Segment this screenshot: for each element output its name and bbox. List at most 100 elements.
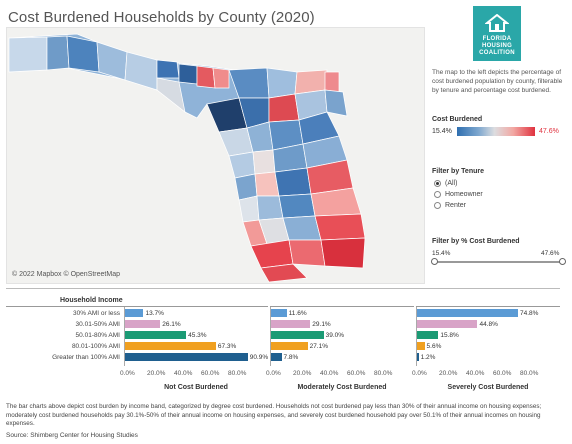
tenure-option-homeowner[interactable]: Homeowner (434, 191, 483, 198)
bar[interactable] (125, 342, 216, 350)
bar[interactable] (125, 353, 248, 361)
radio-checked-icon[interactable] (434, 180, 441, 187)
household-income-title: Household Income (60, 297, 123, 304)
tenure-option-renter[interactable]: Renter (434, 202, 466, 209)
bar[interactable] (417, 309, 518, 317)
panel-top-line (124, 306, 268, 307)
logo-text-2: HOUSING (481, 43, 513, 49)
bar[interactable] (271, 331, 324, 339)
tenure-option-label: Homeowner (445, 191, 483, 198)
panel-top-line (416, 306, 560, 307)
color-legend-bar (457, 127, 535, 136)
county-palm-beach[interactable] (314, 213, 366, 241)
bar-value-label: 45.3% (188, 332, 207, 339)
radio-unchecked-icon[interactable] (434, 191, 441, 198)
bar-value-label: 11.6% (288, 310, 307, 317)
axis-tick-label: 20.0% (147, 370, 166, 377)
axis-tick-label: 0.0% (412, 370, 427, 377)
slider-min-value: 15.4% (432, 250, 451, 257)
bar-value-label: 5.6% (426, 343, 442, 350)
county-sumter[interactable] (252, 149, 276, 175)
county-highlands[interactable] (278, 193, 316, 219)
tenure-option-label: (All) (445, 180, 458, 187)
county-manatee[interactable] (238, 195, 260, 223)
bar[interactable] (125, 320, 161, 328)
bar[interactable] (417, 342, 425, 350)
panel-title: Moderately Cost Burdened (297, 384, 387, 391)
axis-tick-label: 40.0% (174, 370, 193, 377)
bar-value-label: 26.1% (162, 321, 181, 328)
footer-description: The bar charts above depict cost burden … (6, 403, 542, 427)
axis-tick-label: 60.0% (493, 370, 512, 377)
florida-choropleth[interactable] (7, 28, 425, 284)
county-pasco[interactable] (234, 173, 258, 201)
bar-value-label: 67.3% (217, 343, 237, 350)
bar[interactable] (271, 353, 282, 361)
county-gadsden[interactable] (178, 63, 198, 85)
slider-filter-title: Filter by % Cost Burdened (432, 238, 520, 245)
bar-value-label: 39.0% (325, 332, 345, 339)
county-bay[interactable] (124, 51, 158, 91)
category-label: 30.01-50% AMI (75, 321, 120, 328)
axis-tick-label: 60.0% (347, 370, 366, 377)
bar-value-label: 44.8% (479, 321, 498, 328)
county-duval[interactable] (324, 71, 340, 93)
county-map[interactable]: © 2022 Mapbox © OpenStreetMap (6, 27, 425, 284)
legend-max: 47.6% (539, 128, 559, 135)
county-jackson[interactable] (156, 59, 180, 79)
county-calhoun[interactable] (156, 77, 186, 113)
county-broward[interactable] (288, 239, 326, 267)
bar[interactable] (417, 320, 478, 328)
bar-value-label: 1.2% (420, 354, 436, 361)
panel-axis (416, 306, 417, 366)
axis-tick-label: 40.0% (320, 370, 339, 377)
panel-top-line (270, 306, 414, 307)
category-label: 50.01-80% AMI (75, 332, 120, 339)
axis-tick-label: 0.0% (120, 370, 135, 377)
bar[interactable] (271, 309, 287, 317)
bar[interactable] (125, 309, 144, 317)
county-miami-dade[interactable] (320, 237, 366, 269)
section-divider (6, 288, 560, 289)
county-hardee[interactable] (256, 195, 284, 221)
tenure-filter-title: Filter by Tenure (432, 168, 484, 175)
county-alachua[interactable] (268, 93, 300, 123)
bar[interactable] (271, 342, 308, 350)
axis-tick-label: 60.0% (201, 370, 220, 377)
county-polk[interactable] (274, 167, 312, 197)
bar[interactable] (125, 331, 187, 339)
bar-value-label: 15.8% (440, 332, 459, 339)
radio-unchecked-icon[interactable] (434, 202, 441, 209)
legend-title: Cost Burdened (432, 116, 483, 123)
house-icon (485, 14, 509, 32)
county-escambia[interactable] (8, 36, 48, 73)
county-columbia[interactable] (266, 67, 298, 99)
category-label: 80.01-100% AMI (71, 343, 120, 350)
bar[interactable] (417, 353, 419, 361)
county-palm-beach-west[interactable] (282, 215, 322, 241)
bar-value-label: 90.9% (249, 354, 269, 361)
county-okaloosa[interactable] (66, 35, 100, 73)
bar-value-label: 13.7% (145, 310, 164, 317)
slider-min-handle[interactable] (431, 258, 438, 265)
county-citrus[interactable] (228, 151, 256, 179)
slider-max-handle[interactable] (559, 258, 566, 265)
panel-axis (124, 306, 125, 366)
slider-track[interactable] (434, 261, 564, 263)
county-st-johns[interactable] (324, 89, 348, 117)
axis-tick-label: 80.0% (520, 370, 539, 377)
county-santa-rosa[interactable] (46, 35, 70, 71)
bar[interactable] (271, 320, 311, 328)
household-income-underline (6, 306, 124, 307)
category-label: Greater than 100% AMI (52, 354, 120, 361)
county-leon[interactable] (196, 65, 216, 89)
bar-value-label: 74.8% (519, 310, 539, 317)
map-copyright[interactable]: © 2022 Mapbox © OpenStreetMap (12, 271, 120, 278)
bar[interactable] (417, 331, 439, 339)
county-monroe[interactable] (260, 263, 308, 283)
tenure-option-label: Renter (445, 202, 467, 209)
panel-title: Not Cost Burdened (164, 384, 228, 391)
slider-max-value: 47.6% (541, 250, 560, 257)
tenure-option-all[interactable]: (All) (434, 180, 457, 187)
county-jefferson[interactable] (212, 67, 230, 89)
